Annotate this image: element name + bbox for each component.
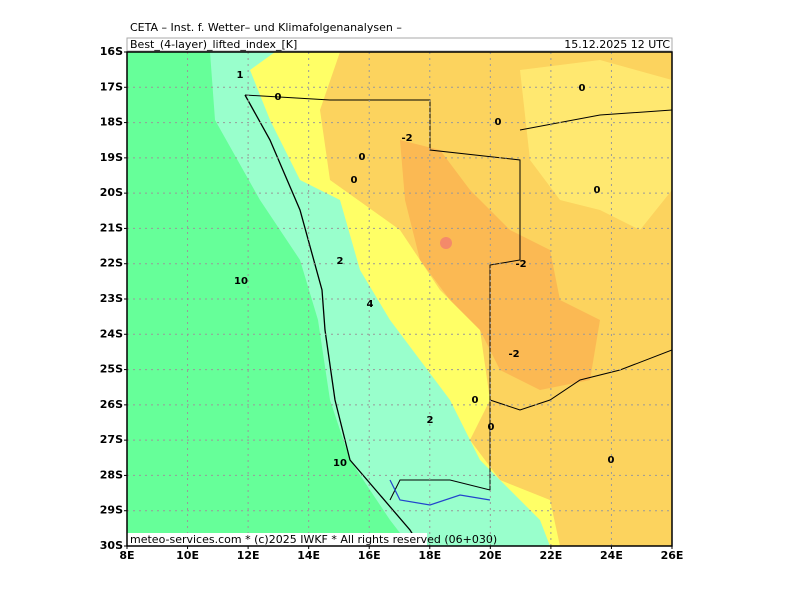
- contour-label: -2: [508, 349, 519, 360]
- y-tick-label: 16S: [100, 45, 123, 58]
- contour-label: 0: [359, 152, 366, 163]
- contour-label: 10: [234, 276, 248, 287]
- x-tick-label: 18E: [418, 549, 441, 562]
- field-spot: [440, 237, 452, 249]
- map-field: 1 0 0 0 -2 0 0 0 -2 2 10 4 -2 0 0 2 0 10…: [127, 52, 672, 546]
- contour-label: 0: [495, 117, 502, 128]
- contour-label: 0: [608, 455, 615, 466]
- footer-box: [127, 533, 427, 546]
- y-tick-label: 22S: [100, 257, 123, 270]
- border: [519, 109, 672, 131]
- field-dark-green: [127, 52, 410, 546]
- contour-label: -2: [401, 133, 412, 144]
- field-orange: [400, 140, 600, 390]
- y-tick-label: 30S: [100, 539, 123, 552]
- field-yellow-east: [520, 60, 672, 230]
- contour-label: 2: [427, 415, 434, 426]
- border: [244, 94, 521, 501]
- footer: meteo-services.com * (c)2025 IWKF * All …: [130, 533, 497, 546]
- y-tick-label: 28S: [100, 468, 123, 481]
- y-tick-label: 20S: [100, 186, 123, 199]
- x-tick-label: 16E: [358, 549, 381, 562]
- contour-label: 0: [351, 175, 358, 186]
- river: [389, 479, 491, 506]
- header-title: CETA – Inst. f. Wetter– und Klimafolgena…: [130, 21, 402, 34]
- grid: [127, 52, 672, 546]
- y-tick-label: 29S: [100, 504, 123, 517]
- y-tick-label: 25S: [100, 363, 123, 376]
- contour-label: 0: [275, 92, 282, 103]
- subtitle-box: [126, 37, 673, 52]
- contour-label: 0: [594, 185, 601, 196]
- subtitle: Best_(4-layer)_lifted_index_[K]: [130, 38, 297, 51]
- contour-label: 1: [237, 70, 244, 81]
- y-tick-label: 26S: [100, 398, 123, 411]
- contour-label: 0: [472, 395, 479, 406]
- x-tick-label: 26E: [661, 549, 684, 562]
- contour-label: 4: [367, 299, 374, 310]
- y-tick-label: 17S: [100, 80, 123, 93]
- y-tick-label: 19S: [100, 151, 123, 164]
- x-tick-label: 12E: [237, 549, 260, 562]
- y-tick-label: 23S: [100, 292, 123, 305]
- x-tick-label: 14E: [297, 549, 320, 562]
- valid-time: 15.12.2025 12 UTC: [564, 38, 670, 51]
- contour-label: -2: [515, 259, 526, 270]
- border: [489, 349, 672, 411]
- contour-label: 2: [337, 256, 344, 267]
- x-tick-label: 22E: [539, 549, 562, 562]
- y-tick-label: 18S: [100, 116, 123, 129]
- x-tick-label: 20E: [479, 549, 502, 562]
- coastline: [244, 94, 421, 546]
- y-tick-label: 24S: [100, 327, 123, 340]
- contour-label: 0: [579, 83, 586, 94]
- contour-label: 0: [488, 422, 495, 433]
- contour-label: 10: [333, 458, 347, 469]
- y-tick-label: 27S: [100, 433, 123, 446]
- x-tick-label: 24E: [600, 549, 623, 562]
- y-tick-label: 21S: [100, 221, 123, 234]
- x-tick-label: 8E: [119, 549, 134, 562]
- axes: 16S 17S 18S 19S 20S 21S 22S 23S 24S 25S 26S 27S 28S 2…: [100, 45, 684, 562]
- x-tick-label: 10E: [176, 549, 199, 562]
